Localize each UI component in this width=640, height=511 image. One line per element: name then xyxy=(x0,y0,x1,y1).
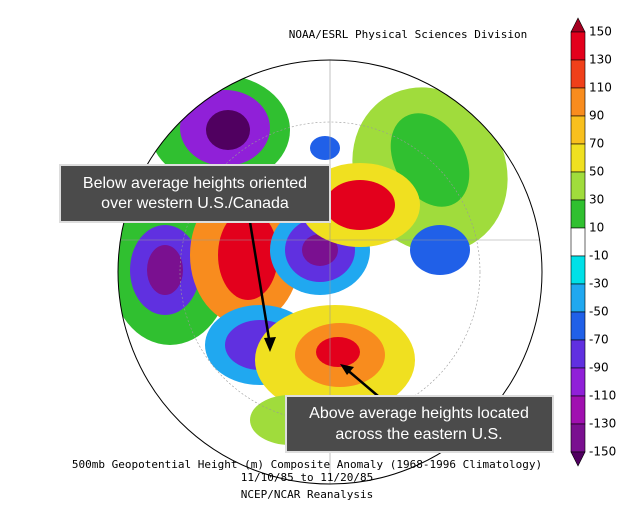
colorbar-segment xyxy=(570,31,586,61)
colorbar: 150 130 110 90 70 50 30 10 -10 -30 -50 -70 -90 -110 -1… xyxy=(570,17,616,467)
colorbar-label: 110 xyxy=(589,81,612,95)
caption: NCEP/NCAR Reanalysis xyxy=(241,488,373,501)
colorbar-cap xyxy=(570,17,586,33)
colorbar-label: -70 xyxy=(589,333,609,347)
colorbar-label: 90 xyxy=(589,109,604,123)
colorbar-segment xyxy=(570,199,586,229)
colorbar-label: -110 xyxy=(589,389,616,403)
colorbar-segment xyxy=(570,143,586,173)
annotation-box xyxy=(285,395,554,453)
map-border xyxy=(117,59,543,485)
arrow-head xyxy=(340,364,354,375)
arrow xyxy=(248,221,272,346)
colorbar-label: -10 xyxy=(589,249,609,263)
arrow-head xyxy=(264,337,276,352)
colorbar-segment xyxy=(570,227,586,257)
annotation-text: Above average heights located xyxy=(309,405,529,422)
colorbar-label: -90 xyxy=(589,361,609,375)
annotation-text: across the eastern U.S. xyxy=(335,426,502,443)
colorbar-label: 10 xyxy=(589,221,604,235)
colorbar-label: 70 xyxy=(589,137,604,151)
colorbar-label: 50 xyxy=(589,165,604,179)
colorbar-label: 130 xyxy=(589,53,612,67)
colorbar-segment xyxy=(570,311,586,341)
annotation-text: Below average heights oriented xyxy=(83,175,307,192)
arrow xyxy=(344,367,379,397)
colorbar-segment xyxy=(570,255,586,285)
colorbar-segment xyxy=(570,171,586,201)
caption: 500mb Geopotential Height (m) Composite … xyxy=(72,458,542,471)
colorbar-segment xyxy=(570,367,586,397)
colorbar-cap xyxy=(570,451,586,467)
annotation-text: over western U.S./Canada xyxy=(101,195,289,212)
colorbar-label: -150 xyxy=(589,445,616,459)
colorbar-label: 30 xyxy=(589,193,604,207)
colorbar-segment xyxy=(570,423,586,453)
colorbar-label: -30 xyxy=(589,277,609,291)
colorbar-segment xyxy=(570,283,586,313)
header-title: NOAA/ESRL Physical Sciences Division xyxy=(289,28,527,41)
colorbar-label: 150 xyxy=(589,25,612,39)
colorbar-segment xyxy=(570,87,586,117)
caption: 11/10/85 to 11/20/85 xyxy=(241,471,373,484)
colorbar-label: -50 xyxy=(589,305,609,319)
colorbar-segment xyxy=(570,339,586,369)
colorbar-segment xyxy=(570,395,586,425)
colorbar-label: -130 xyxy=(589,417,616,431)
colorbar-segment xyxy=(570,59,586,89)
annotation-box xyxy=(59,164,331,223)
colorbar-segment xyxy=(570,115,586,145)
